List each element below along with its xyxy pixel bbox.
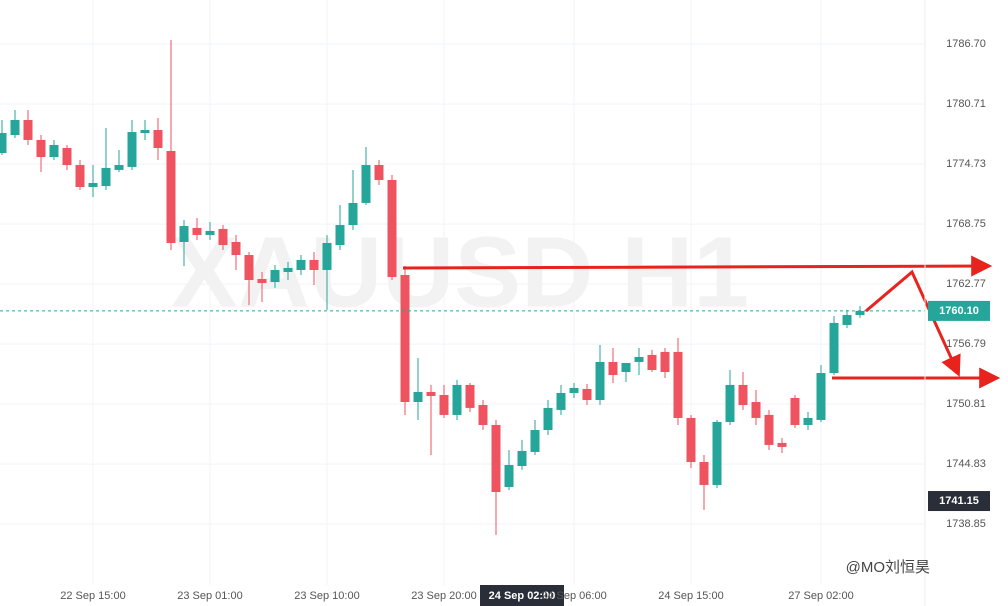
- candle-body: [218, 228, 228, 245]
- candle-body: [192, 227, 202, 235]
- candle-body: [608, 361, 618, 376]
- candle-body: [179, 226, 189, 242]
- y-tick-label: 1762.77: [946, 278, 986, 290]
- axes: 1786.70 1780.71 1774.73 1768.75 1762.77 1756.…: [60, 38, 990, 606]
- candle-body: [491, 424, 501, 492]
- candle-body: [725, 384, 735, 422]
- candle-body: [205, 230, 215, 235]
- candle-body: [569, 387, 579, 393]
- candle-body: [556, 392, 566, 410]
- candle-body: [257, 279, 267, 284]
- candle-body: [842, 315, 852, 325]
- candle-body: [62, 147, 72, 166]
- y-tick-label: 1750.81: [946, 398, 986, 410]
- candle-body: [23, 119, 33, 140]
- candle-body: [283, 267, 293, 272]
- x-tick-label: 23 Sep 10:00: [294, 590, 359, 602]
- candle-body: [296, 259, 306, 270]
- candle-body: [738, 384, 748, 406]
- candle-body: [387, 179, 397, 277]
- credit: @MO刘恒昊: [846, 559, 930, 576]
- candle-body: [153, 130, 163, 148]
- candle-body: [400, 274, 410, 403]
- candle-body: [127, 132, 137, 167]
- candle-body: [452, 384, 462, 415]
- x-tick-label: 24 Sep 15:00: [658, 590, 723, 602]
- candle-body: [478, 405, 488, 425]
- candle-body: [686, 417, 696, 463]
- candle-body: [36, 139, 46, 158]
- candle-body: [75, 165, 85, 188]
- candle-body: [621, 362, 631, 373]
- candle-body: [413, 391, 423, 403]
- candle-body: [465, 384, 475, 408]
- arrow-part: [865, 273, 911, 312]
- candle-body: [10, 119, 20, 136]
- price-label-box: [928, 491, 990, 512]
- x-tick-label: 22 Sep 15:00: [60, 590, 125, 602]
- candle-body: [582, 388, 592, 400]
- candle-body: [270, 269, 280, 283]
- x-tick-label: 27 Sep 02:00: [788, 590, 853, 602]
- grid: [0, 0, 925, 585]
- price-label: 1760.10: [939, 305, 979, 317]
- candle-body: [348, 202, 358, 226]
- candle-body: [231, 241, 241, 256]
- candle-body: [751, 402, 761, 418]
- candle-body: [595, 361, 605, 400]
- candle-body: [855, 310, 865, 316]
- price-label: 1741.15: [939, 495, 979, 507]
- candle-body: [790, 397, 800, 425]
- candle-body: [439, 394, 449, 415]
- candle-body: [114, 165, 124, 170]
- candle-body: [803, 417, 813, 425]
- watermark: XAUUSD H1: [171, 216, 749, 328]
- candle-body: [244, 255, 254, 281]
- candle-body: [634, 356, 644, 362]
- x-tick-label: 23 Sep 20:00: [411, 590, 476, 602]
- candle-body: [712, 421, 722, 485]
- candle-body: [530, 429, 540, 452]
- candle-body: [361, 165, 371, 203]
- x-tick-label: 23 Sep 01:00: [177, 590, 242, 602]
- candle-body: [140, 130, 150, 134]
- candle-body: [543, 407, 553, 430]
- candle-body: [699, 462, 709, 485]
- candle-body: [374, 165, 384, 180]
- y-tick-label: 1786.70: [946, 38, 986, 50]
- candle-body: [309, 259, 319, 270]
- arrow: [402, 255, 993, 277]
- plot: [0, 40, 925, 535]
- candle-body: [88, 182, 98, 188]
- candle-body: [166, 150, 176, 243]
- candle-body: [777, 442, 787, 447]
- price-label-box: [928, 300, 990, 321]
- candle-body: [829, 322, 839, 374]
- y-tick-label: 1780.71: [946, 98, 986, 110]
- candle-body: [764, 414, 774, 445]
- candle-body: [426, 391, 436, 396]
- drawings: [402, 255, 1001, 389]
- crosshair-label-box: [480, 585, 564, 606]
- y-tick-label: 1774.73: [946, 158, 986, 170]
- candle-body: [660, 351, 670, 373]
- candle-body: [816, 373, 826, 420]
- y-tick-label: 1744.83: [946, 458, 986, 470]
- y-tick-label: 1756.79: [946, 338, 986, 350]
- x-tick-label: 24 Sep 02:00: [489, 590, 556, 602]
- candle-body: [673, 351, 683, 418]
- candle-body: [335, 225, 345, 245]
- candle-body: [101, 167, 111, 187]
- candle-body: [322, 242, 332, 270]
- y-tick-label: 1738.85: [946, 518, 986, 530]
- candle-body: [647, 354, 657, 371]
- candle-body: [0, 133, 7, 153]
- candle-body: [517, 450, 527, 467]
- y-tick-label: 1768.75: [946, 218, 986, 230]
- candle-body: [49, 144, 59, 158]
- x-tick-label: 24 Sep 06:00: [541, 590, 606, 602]
- candle-body: [504, 465, 514, 487]
